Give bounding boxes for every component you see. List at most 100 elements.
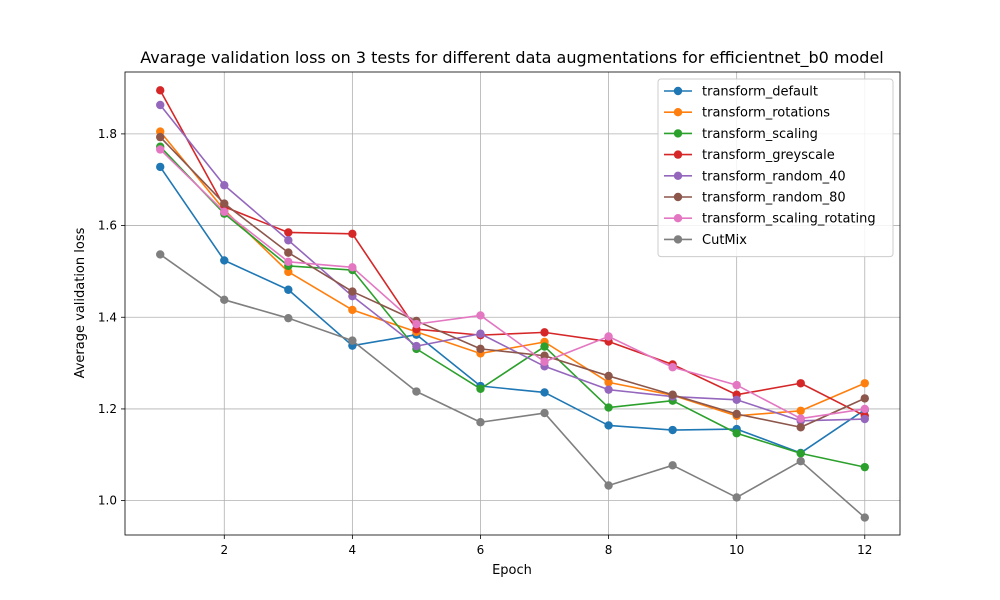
data-point xyxy=(604,385,613,394)
data-point xyxy=(220,256,229,265)
data-point xyxy=(412,319,421,329)
y-tick-label: 1.4 xyxy=(98,310,117,324)
data-point xyxy=(668,363,677,372)
data-point xyxy=(540,328,549,337)
data-point xyxy=(540,408,549,418)
data-point xyxy=(412,387,421,396)
y-tick-label: 1.0 xyxy=(98,494,117,508)
data-point xyxy=(476,344,485,354)
legend: transform_default transform_rotationstran… xyxy=(657,78,894,258)
legend-label: transform_greyscale xyxy=(702,148,835,163)
legend-marker xyxy=(673,150,683,159)
plot-frame xyxy=(124,71,901,536)
data-point xyxy=(540,342,549,351)
data-point xyxy=(156,86,165,95)
data-point xyxy=(732,395,741,404)
data-point xyxy=(860,404,869,414)
data-point xyxy=(796,406,805,415)
data-point xyxy=(796,414,805,423)
x-tick-label: 4 xyxy=(349,543,357,557)
data-point xyxy=(476,329,485,338)
legend-label: transform_scaling xyxy=(702,127,818,142)
series-transform-random-80 xyxy=(156,132,869,432)
series-line xyxy=(159,146,865,468)
y-axis-label: Average validation loss xyxy=(73,227,88,378)
y-tick-label: 1.2 xyxy=(98,402,117,416)
series-CutMix xyxy=(156,250,869,522)
data-point xyxy=(732,493,741,502)
series-line xyxy=(159,104,865,422)
data-point xyxy=(476,384,485,393)
data-point xyxy=(284,257,293,266)
chart-title: Avarage validation loss on 3 tests for d… xyxy=(140,48,884,68)
series-line xyxy=(159,253,866,519)
data-point xyxy=(348,336,357,345)
data-point xyxy=(604,332,613,341)
data-point xyxy=(284,236,293,245)
y-tick-label: 1.6 xyxy=(98,219,117,233)
legend-item: transform_greyscale xyxy=(664,148,835,163)
data-point xyxy=(540,388,549,397)
data-point xyxy=(860,379,869,388)
data-point xyxy=(348,287,357,296)
data-point xyxy=(732,429,741,438)
legend-marker xyxy=(673,171,683,180)
series-line xyxy=(159,148,865,420)
legend-label: transform_random_40 xyxy=(702,169,846,184)
legend-item: transform_scaling_rotating xyxy=(664,212,876,227)
data-point xyxy=(796,423,805,432)
series-layer xyxy=(156,86,869,522)
data-point xyxy=(860,414,869,424)
data-point xyxy=(348,305,357,315)
series-line xyxy=(159,166,866,454)
data-point xyxy=(668,390,677,399)
data-point xyxy=(860,462,869,472)
legend-marker xyxy=(673,108,683,117)
data-point xyxy=(604,403,613,412)
ticks: 2 4 6 8 10 12 1.0 1.2 1.4 1.6 1.8 xyxy=(98,127,873,557)
data-point xyxy=(604,421,613,430)
data-point xyxy=(796,379,805,388)
data-point xyxy=(732,380,741,390)
legend-item: transform_random_40 xyxy=(664,169,846,184)
data-point xyxy=(796,449,805,458)
x-tick-label: 12 xyxy=(857,543,872,557)
data-point xyxy=(604,378,613,387)
y-tick-label: 1.8 xyxy=(98,127,117,141)
legend-marker xyxy=(673,129,683,138)
data-point xyxy=(860,394,869,403)
legend-label: CutMix xyxy=(702,233,747,248)
legend-item: transform_rotations xyxy=(664,106,830,121)
data-point xyxy=(156,145,165,154)
x-tick-label: 8 xyxy=(605,543,613,557)
data-point xyxy=(476,311,485,320)
x-axis-label: Epoch xyxy=(492,563,532,578)
legend-marker xyxy=(673,214,683,223)
x-tick-label: 6 xyxy=(477,543,485,557)
series-line xyxy=(159,89,866,417)
data-point xyxy=(284,285,293,294)
data-point xyxy=(604,481,613,490)
data-point xyxy=(604,371,613,381)
data-point xyxy=(348,263,357,272)
x-tick-label: 2 xyxy=(220,543,228,557)
legend-box xyxy=(657,78,894,258)
data-point xyxy=(540,357,549,366)
data-point xyxy=(348,229,357,239)
legend-item: transform_random_80 xyxy=(664,191,846,206)
data-point xyxy=(156,250,165,259)
data-point xyxy=(412,341,421,351)
legend-item: transform_scaling xyxy=(664,127,818,142)
data-point xyxy=(284,313,293,323)
data-point xyxy=(220,207,229,217)
data-point xyxy=(540,351,549,360)
legend-label: transform_scaling_rotating xyxy=(702,212,876,227)
legend-label: transform_rotations xyxy=(702,106,830,121)
data-point xyxy=(860,513,869,522)
legend-marker xyxy=(673,235,683,244)
data-point xyxy=(156,162,165,172)
legend-label: transform_random_80 xyxy=(702,191,846,206)
legend-marker xyxy=(673,192,683,202)
series-line xyxy=(159,136,866,429)
series-line xyxy=(159,131,866,417)
